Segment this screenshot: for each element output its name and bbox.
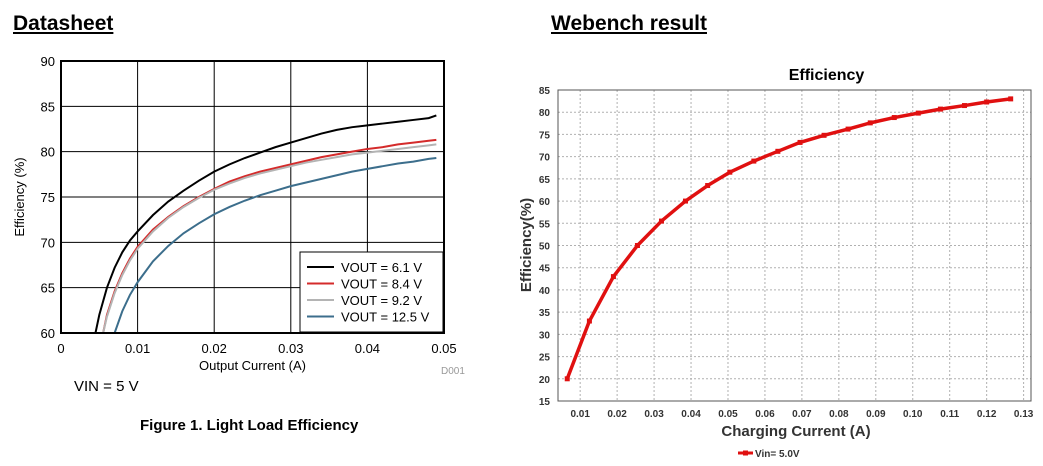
y-axis-label: Efficiency(%) — [518, 198, 535, 292]
figure-caption: Figure 1. Light Load Efficiency — [140, 417, 359, 434]
y-tick-label: 85 — [539, 86, 551, 97]
x-tick-label: 0.01 — [125, 341, 150, 356]
x-tick-label: 0.10 — [903, 409, 923, 420]
series-line — [102, 143, 437, 333]
x-tick-label: 0.05 — [718, 409, 738, 420]
webench-heading: Webench result — [551, 12, 707, 35]
x-tick-label: 0.07 — [792, 409, 812, 420]
y-tick-label: 80 — [41, 145, 55, 160]
datasheet-efficiency-chart: 0 0.01 0.02 0.03 0.04 0.05 60 65 70 75 80 85 90 VOUT … — [12, 54, 457, 373]
y-tick-label: 90 — [41, 54, 55, 69]
data-point — [705, 183, 711, 189]
y-tick-label: 15 — [539, 397, 551, 408]
datasheet-heading: Datasheet — [13, 12, 114, 35]
legend-entry: VOUT = 9.2 V — [341, 293, 422, 308]
legend-entry: VOUT = 8.4 V — [341, 277, 422, 292]
x-tick-label: 0.04 — [681, 409, 701, 420]
x-tick-label: 0.03 — [644, 409, 664, 420]
x-axis-label: Output Current (A) — [199, 358, 306, 373]
y-tick-label: 20 — [539, 375, 551, 386]
data-point — [915, 110, 921, 116]
y-tick-label: 25 — [539, 353, 551, 364]
data-point — [821, 132, 827, 138]
data-point — [586, 318, 592, 324]
legend-entry: VOUT = 12.5 V — [341, 310, 430, 325]
series-line — [94, 114, 437, 333]
y-tick-label: 65 — [41, 281, 55, 296]
data-point — [751, 158, 757, 164]
data-point — [610, 274, 616, 280]
data-point — [775, 148, 781, 154]
y-tick-label: 35 — [539, 308, 551, 319]
series-line — [113, 157, 437, 333]
data-point — [682, 198, 688, 204]
x-tick-label: 0.11 — [940, 409, 959, 420]
x-tick-label: 0.04 — [355, 341, 380, 356]
y-tick-label: 75 — [41, 190, 55, 205]
plot-frame — [60, 60, 445, 334]
x-tick-label: 0.03 — [278, 341, 303, 356]
x-tick-label: 0.01 — [570, 409, 590, 420]
figure-code-label: D001 — [441, 366, 465, 377]
y-tick-label: 60 — [539, 197, 551, 208]
data-point — [1008, 96, 1014, 102]
x-tick-label: 0.09 — [866, 409, 886, 420]
legend-entry: Vin= 5.0V — [755, 449, 800, 460]
y-tick-label: 80 — [539, 108, 551, 119]
data-point — [797, 139, 803, 145]
y-tick-label: 70 — [539, 153, 551, 164]
x-tick-label: 0.05 — [431, 341, 456, 356]
data-point — [867, 120, 873, 126]
y-tick-label: 65 — [539, 175, 551, 186]
x-tick-label: 0 — [57, 341, 64, 356]
x-tick-label: 0.06 — [755, 409, 775, 420]
chart-title: Efficiency — [789, 67, 865, 84]
data-point — [961, 103, 967, 109]
legend-marker — [743, 450, 748, 456]
x-tick-label: 0.12 — [977, 409, 997, 420]
series-line — [565, 97, 1011, 380]
y-tick-label: 70 — [41, 235, 55, 250]
data-point — [845, 126, 851, 132]
x-tick-label: 0.08 — [829, 409, 849, 420]
x-tick-label: 0.13 — [1014, 409, 1034, 420]
y-tick-label: 85 — [41, 99, 55, 114]
plot-frame — [557, 89, 1032, 402]
y-tick-label: 75 — [539, 130, 551, 141]
y-tick-label: 40 — [539, 286, 551, 297]
y-axis-label: Efficiency (%) — [12, 157, 27, 236]
vin-note: VIN = 5 V — [74, 378, 139, 395]
y-tick-label: 55 — [539, 219, 551, 230]
data-point — [727, 169, 733, 175]
y-tick-label: 45 — [539, 264, 551, 275]
y-tick-label: 60 — [41, 326, 55, 341]
y-tick-label: 50 — [539, 242, 551, 253]
legend-entry: VOUT = 6.1 V — [341, 260, 422, 275]
data-point — [891, 115, 897, 121]
legend-box — [299, 251, 444, 333]
data-point — [984, 99, 990, 105]
x-tick-label: 0.02 — [607, 409, 627, 420]
y-tick-label: 30 — [539, 330, 551, 341]
x-axis-label: Charging Current (A) — [721, 423, 870, 440]
x-tick-label: 0.02 — [202, 341, 227, 356]
data-point — [658, 218, 664, 224]
data-point — [634, 243, 640, 248]
data-point — [937, 106, 943, 112]
data-point — [564, 376, 570, 382]
